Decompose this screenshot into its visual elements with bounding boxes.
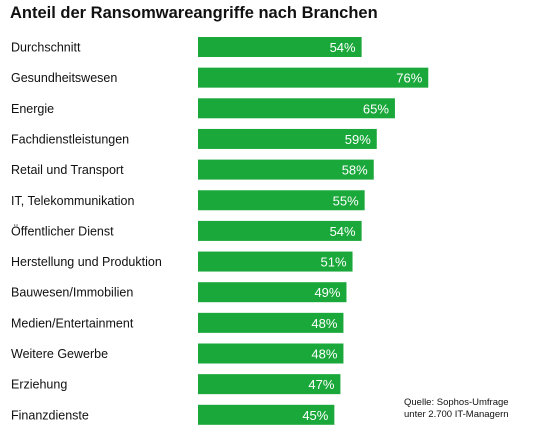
value-label: 51% <box>320 255 346 270</box>
bar <box>198 220 362 241</box>
value-label: 49% <box>314 285 340 300</box>
category-label: Energie <box>11 102 54 116</box>
category-label: Erziehung <box>11 378 67 392</box>
category-label: Öffentlicher Dienst <box>11 224 114 238</box>
category-label: Gesundheitswesen <box>11 71 117 85</box>
category-label: IT, Telekommunikation <box>11 194 134 208</box>
value-label: 45% <box>302 408 328 423</box>
category-label: Retail und Transport <box>11 163 124 177</box>
value-label: 55% <box>333 193 359 208</box>
source-note: Quelle: Sophos-Umfrage unter 2.700 IT-Ma… <box>404 397 509 421</box>
bar <box>198 67 429 88</box>
category-label: Fachdienstleistungen <box>11 132 129 146</box>
value-label: 65% <box>363 101 389 116</box>
category-label: Herstellung und Produktion <box>11 255 162 269</box>
category-label: Durchschnitt <box>11 41 81 55</box>
value-label: 48% <box>311 347 337 362</box>
bar <box>198 128 377 149</box>
bar <box>198 282 347 303</box>
bar <box>198 159 374 180</box>
bar <box>198 190 365 211</box>
bar <box>198 37 362 57</box>
bar <box>198 251 353 272</box>
value-label: 48% <box>311 316 337 331</box>
bar <box>198 343 344 364</box>
bar <box>198 374 341 395</box>
value-label: 54% <box>330 40 356 55</box>
category-label: Weitere Gewerbe <box>11 347 108 361</box>
value-label: 59% <box>345 132 371 147</box>
source-line-1: Quelle: Sophos-Umfrage <box>404 397 509 408</box>
category-label: Finanzdienste <box>11 408 89 422</box>
bar <box>198 312 344 333</box>
value-label: 58% <box>342 163 368 178</box>
category-label: Bauwesen/Immobilien <box>11 286 133 300</box>
value-label: 47% <box>308 377 334 392</box>
bar <box>198 404 335 425</box>
value-label: 54% <box>330 224 356 239</box>
value-label: 76% <box>396 71 422 86</box>
bar <box>198 98 395 119</box>
chart-title: Anteil der Ransomwareangriffe nach Branc… <box>10 4 378 22</box>
category-label: Medien/Entertainment <box>11 316 134 330</box>
source-line-2: unter 2.700 IT-Managern <box>404 409 509 420</box>
